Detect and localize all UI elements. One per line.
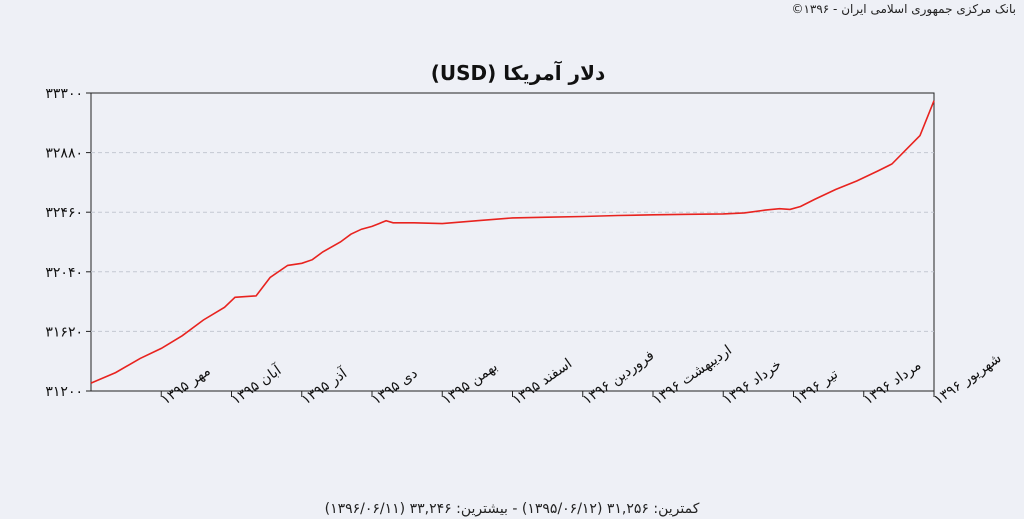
grid-lines — [91, 152, 934, 332]
y-tick-label: ۳۲۴۶۰ — [45, 205, 83, 221]
y-tick-label: ۳۲۸۸۰ — [45, 146, 83, 162]
y-tick-label: ۳۱۲۰۰ — [45, 384, 83, 400]
x-tick-label: شهریور ۱۳۹۶ — [931, 350, 1004, 408]
y-tick-label: ۳۱۶۲۰ — [45, 324, 83, 340]
plot-area — [90, 92, 935, 392]
x-axis-ticks — [160, 391, 935, 397]
y-axis-labels: ۳۱۲۰۰ ۳۱۶۲۰ ۳۲۰۴۰ ۳۲۴۶۰ ۳۲۸۸۰ ۳۳۳۰۰ — [45, 86, 91, 400]
chart-title: دلار آمریکا (USD) — [431, 60, 605, 85]
copyright-text: بانک مرکزی جمهوری اسلامی ایران - ۱۳۹۶© — [791, 2, 1016, 16]
series-line-usd — [90, 100, 935, 384]
y-tick-label: ۳۳۳۰۰ — [45, 86, 83, 102]
y-tick-label: ۳۲۰۴۰ — [45, 265, 83, 281]
min-max-footer: کمترین: ۳۱,۲۵۶ (۱۳۹۵/۰۶/۱۲) - بیشترین: ۳… — [324, 501, 700, 517]
